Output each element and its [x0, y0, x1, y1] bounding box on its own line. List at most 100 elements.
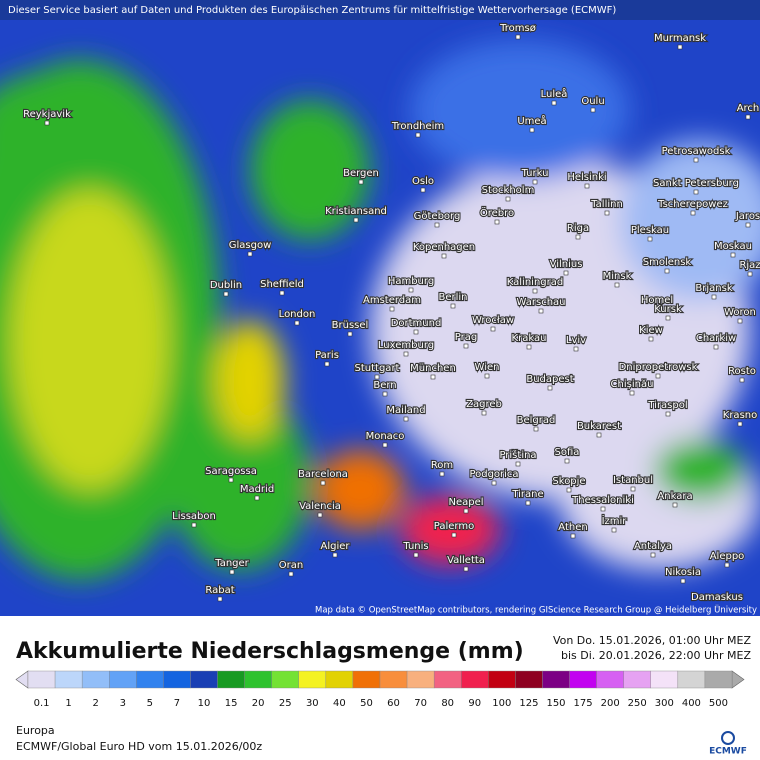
city-label: Damaskus	[691, 592, 743, 603]
city-label: Monaco	[366, 431, 405, 442]
city-marker	[665, 315, 671, 321]
scale-swatch	[704, 670, 733, 689]
scale-swatch	[677, 670, 706, 689]
scale-swatch	[542, 670, 570, 689]
city-label: Valletta	[447, 555, 485, 566]
city-marker	[403, 351, 409, 357]
scale-label: 7	[174, 698, 180, 709]
attribution-bg	[338, 603, 760, 616]
city-marker	[490, 326, 496, 332]
city-marker	[441, 253, 447, 259]
city-marker	[382, 391, 388, 397]
city-marker	[247, 251, 253, 257]
city-label: Vilnius	[550, 259, 583, 270]
city-label: Stuttgart	[355, 363, 400, 374]
city-marker	[575, 234, 581, 240]
logo: ECMWF	[709, 747, 747, 757]
scale-label: 40	[333, 698, 346, 709]
scale-swatch	[298, 670, 327, 689]
scale-swatch	[190, 670, 218, 689]
scale-label: 200	[601, 698, 620, 709]
city-label: Dortmund	[391, 318, 442, 329]
city-marker	[408, 287, 414, 293]
city-marker	[439, 471, 445, 477]
city-label: Athen	[558, 522, 587, 533]
city-marker	[353, 217, 359, 223]
city-label: Tscherepowez	[657, 199, 728, 210]
scale-label: 300	[655, 698, 674, 709]
city-marker	[677, 44, 683, 50]
city-label: Kopenhagen	[413, 242, 475, 253]
scale-label: 15	[225, 698, 238, 709]
city-marker	[563, 270, 569, 276]
city-marker	[450, 303, 456, 309]
city-label: Stockholm	[482, 185, 535, 196]
city-label: Arch	[737, 103, 760, 114]
city-label: Homel	[641, 295, 673, 306]
city-marker	[711, 294, 717, 300]
scale-label: 90	[468, 698, 481, 709]
city-label: Kursk	[654, 304, 682, 315]
city-label: Reykjavik	[23, 109, 71, 120]
city-marker	[551, 100, 557, 106]
city-label: Kiew	[639, 325, 663, 336]
scale-swatch	[461, 670, 489, 689]
city-marker	[648, 336, 654, 342]
city-marker	[745, 222, 751, 228]
city-label: Aleppo	[710, 551, 745, 562]
scale-label: 70	[414, 698, 427, 709]
attribution: Map data © OpenStreetMap contributors, r…	[315, 606, 757, 616]
city-label: Petrosawodsk	[662, 146, 731, 157]
scale-swatch	[325, 670, 354, 689]
city-marker	[647, 236, 653, 242]
city-marker	[415, 132, 421, 138]
city-marker	[191, 522, 197, 528]
city-label: Göteborg	[414, 211, 461, 222]
scale-swatch	[271, 670, 299, 689]
city-label: Tirane	[511, 489, 543, 500]
city-label: Moskau	[714, 241, 752, 252]
city-label: Luleå	[541, 87, 568, 100]
banner-bg	[0, 0, 760, 20]
city-marker	[532, 288, 538, 294]
city-marker	[665, 411, 671, 417]
precipitation-map: Tromsø Murmansk Reykjavik Luleå Oulu Umeå Tron…	[0, 0, 760, 616]
scale-label: 250	[628, 698, 647, 709]
city-marker	[254, 495, 260, 501]
city-label: Sankt Petersburg	[653, 178, 739, 189]
city-label: Mailand	[386, 405, 425, 416]
city-marker	[654, 306, 660, 312]
city-marker	[347, 331, 353, 337]
city-marker	[463, 566, 469, 572]
city-label: Istanbul	[613, 475, 653, 486]
scale-label: 2	[93, 698, 99, 709]
city-marker	[604, 210, 610, 216]
banner: Dieser Service basiert auf Daten und Pro…	[8, 5, 616, 16]
city-marker	[358, 179, 364, 185]
city-label: Tanger	[214, 558, 249, 569]
scale-swatch	[623, 670, 651, 689]
city-marker	[332, 552, 338, 558]
region: Europa	[16, 724, 55, 737]
scale-swatch	[515, 670, 543, 689]
scale-label: 3	[120, 698, 126, 709]
city-label: Sheffield	[260, 279, 304, 290]
city-label: Lviv	[566, 335, 586, 346]
city-label: Dnipropetrowsk	[619, 362, 698, 373]
city-label: Algier	[320, 541, 350, 552]
city-label: Bern	[373, 380, 396, 391]
period-end: bis Di. 20.01.2026, 22:00 Uhr MEZ	[561, 649, 751, 662]
city-label: İzmir	[602, 514, 628, 527]
city-marker	[279, 290, 285, 296]
city-label: Tunis	[402, 541, 428, 552]
city-marker	[288, 571, 294, 577]
city-label: Oulu	[581, 96, 604, 107]
city-marker	[434, 222, 440, 228]
scale-label: 1	[65, 698, 71, 709]
city-label: Tiraspol	[647, 400, 687, 411]
city-label: Tromsø	[499, 23, 536, 34]
city-marker	[525, 500, 531, 506]
scale-label: 50	[360, 698, 373, 709]
city-label: London	[279, 309, 316, 320]
